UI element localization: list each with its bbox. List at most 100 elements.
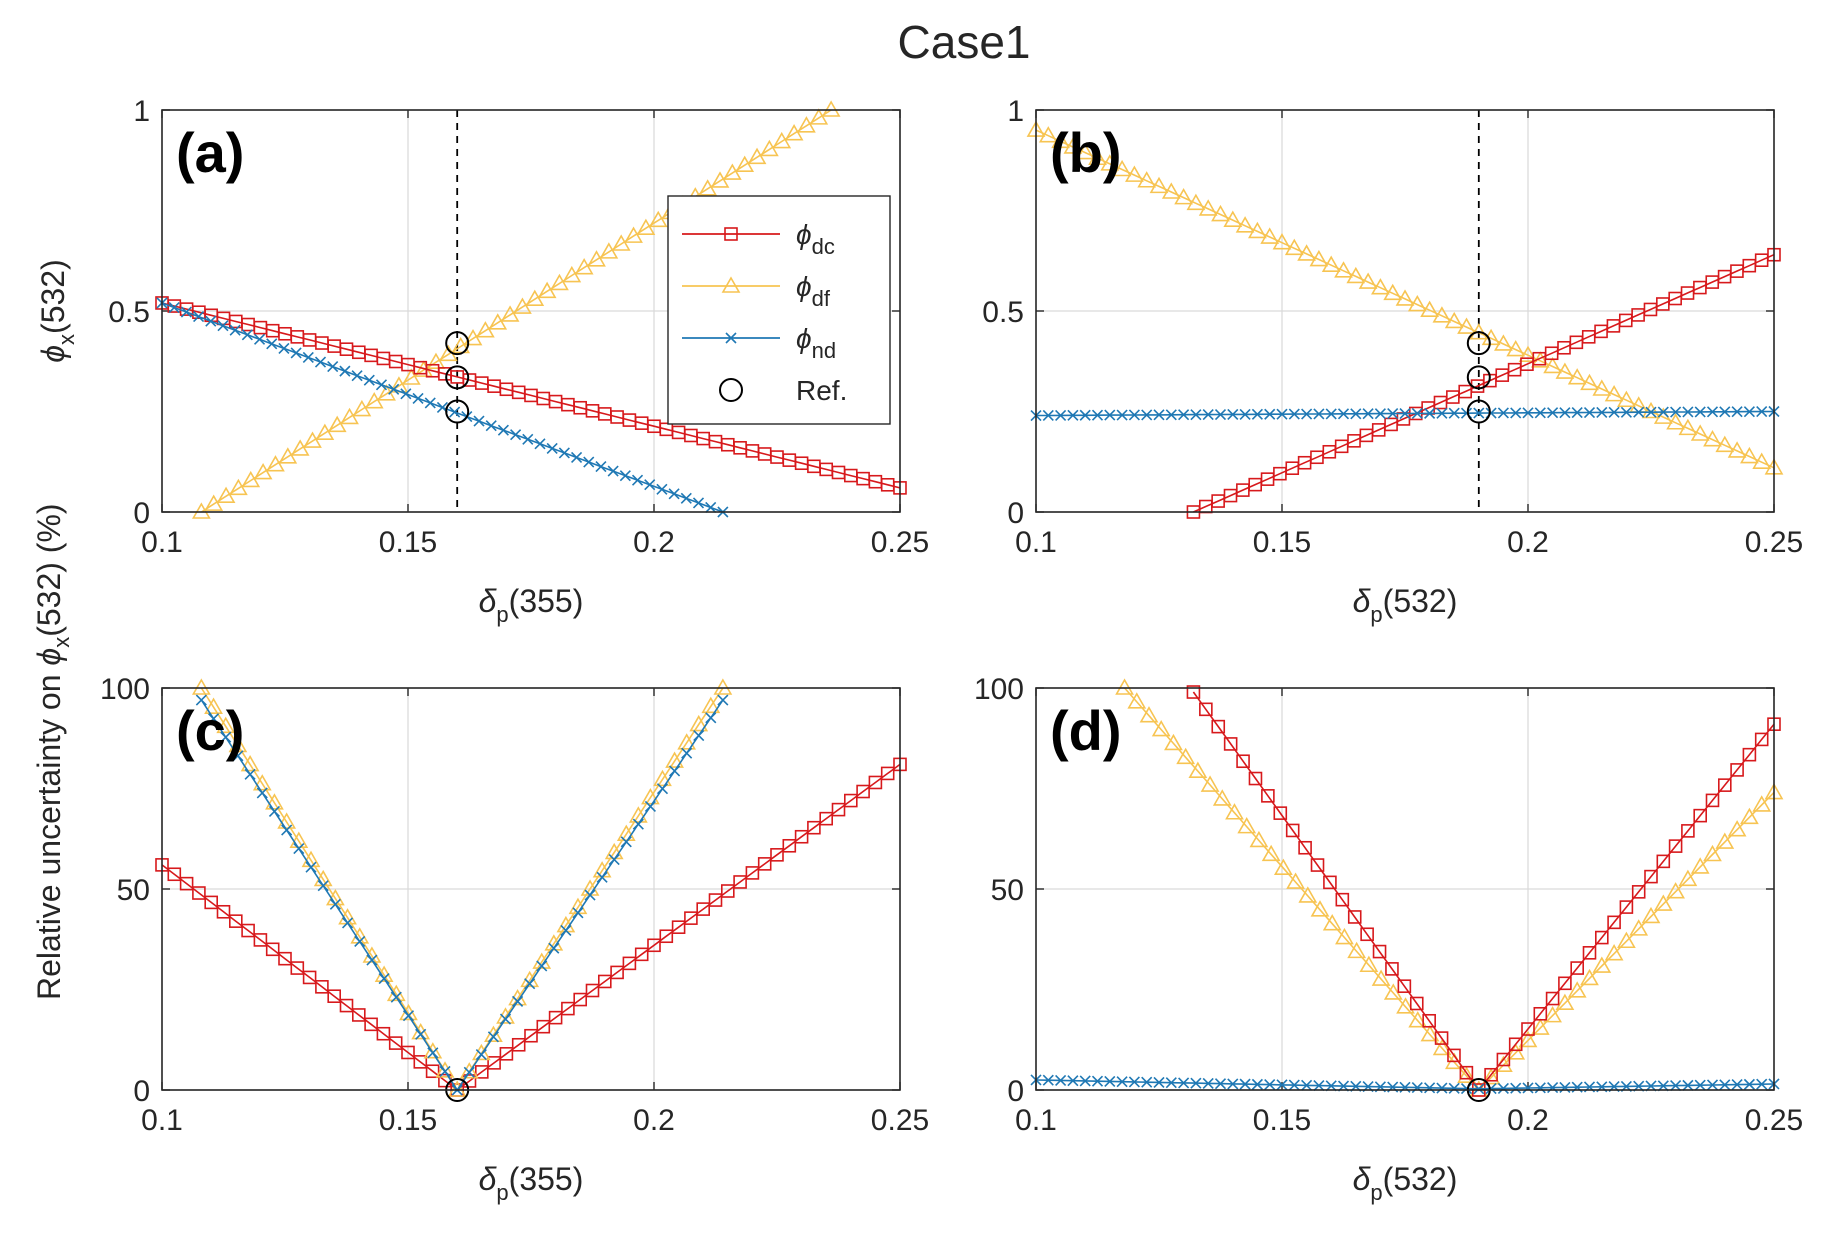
point-dc xyxy=(167,867,182,882)
point-nd xyxy=(1682,1079,1694,1091)
point-dc xyxy=(364,1017,378,1032)
point-dc xyxy=(684,911,698,925)
point-df xyxy=(537,281,557,299)
point-nd xyxy=(1116,409,1128,421)
point-dc xyxy=(278,951,292,966)
point-nd xyxy=(1719,1079,1731,1091)
point-nd xyxy=(1190,409,1202,421)
point-nd xyxy=(1178,1077,1190,1089)
point-dc xyxy=(413,1055,428,1069)
point-df xyxy=(475,321,495,338)
point-nd xyxy=(1042,1074,1054,1086)
point-nd xyxy=(522,433,534,445)
point-nd xyxy=(1706,1079,1719,1091)
legend-label-dc: ϕdc xyxy=(796,219,835,259)
y-tick-label: 0 xyxy=(133,497,150,530)
point-nd xyxy=(619,470,631,482)
point-nd xyxy=(266,338,278,350)
point-dc xyxy=(1718,778,1732,792)
legend-label-nd: ϕnd xyxy=(796,323,836,363)
point-df xyxy=(821,100,841,117)
point-df xyxy=(1346,266,1366,284)
point-df xyxy=(611,234,631,251)
y-tick-label: 50 xyxy=(117,874,150,907)
point-nd xyxy=(305,861,317,873)
point-nd xyxy=(1473,1083,1485,1095)
point-dc xyxy=(241,923,255,938)
point-nd xyxy=(412,392,424,404)
point-nd xyxy=(1534,407,1546,419)
shared-ylabel-sub: x xyxy=(49,637,74,648)
point-nd xyxy=(1547,1082,1559,1094)
point-nd xyxy=(1202,409,1214,421)
point-nd xyxy=(256,787,268,799)
point-df xyxy=(1432,1038,1452,1056)
point-nd xyxy=(1202,1077,1214,1089)
point-df xyxy=(1604,385,1624,402)
point-df xyxy=(1334,261,1353,278)
point-df xyxy=(701,696,721,714)
point-df xyxy=(1444,311,1464,329)
point-dc xyxy=(511,1037,526,1052)
point-dc xyxy=(856,784,870,799)
ref-point xyxy=(1466,331,1491,356)
x-tick-label: 0.2 xyxy=(633,526,675,559)
point-df xyxy=(1188,761,1208,778)
point-nd xyxy=(278,342,290,354)
point-nd xyxy=(1571,407,1583,419)
point-nd xyxy=(168,301,180,314)
point-dc xyxy=(1742,747,1757,762)
point-nd xyxy=(595,460,607,473)
point-df xyxy=(1543,356,1562,374)
point-dc xyxy=(794,829,809,844)
point-nd xyxy=(1165,409,1177,421)
point-nd xyxy=(1510,407,1522,419)
point-nd xyxy=(548,942,560,954)
point-nd xyxy=(463,1066,475,1078)
point-df xyxy=(278,447,298,464)
point-nd xyxy=(1116,1076,1128,1088)
point-df xyxy=(303,431,322,448)
point-df xyxy=(735,155,755,172)
point-nd xyxy=(1301,408,1313,420)
x-axis-label-suffix: (532) xyxy=(1383,1161,1458,1197)
point-nd xyxy=(1719,406,1731,418)
point-nd xyxy=(339,365,351,377)
point-nd xyxy=(705,501,717,514)
point-nd xyxy=(1079,409,1091,421)
legend-symbol: ϕ xyxy=(796,271,812,302)
point-df xyxy=(1408,1011,1428,1028)
legend-label-ref: Ref. xyxy=(796,375,847,406)
point-nd xyxy=(290,347,302,359)
point-dc xyxy=(561,1001,575,1016)
point-nd xyxy=(1362,408,1374,420)
point-dc xyxy=(1533,1006,1548,1021)
point-df xyxy=(1371,278,1390,295)
point-df xyxy=(628,806,648,823)
point-df xyxy=(1690,424,1710,441)
point-nd xyxy=(680,492,692,504)
point-dc xyxy=(1447,1048,1461,1063)
point-df xyxy=(1666,882,1685,899)
point-dc xyxy=(290,961,305,975)
point-dc xyxy=(1595,930,1609,945)
point-df xyxy=(1248,221,1267,239)
point-nd xyxy=(1227,1078,1239,1090)
point-nd xyxy=(1128,409,1140,421)
x-tick-label: 0.25 xyxy=(1745,526,1803,559)
point-dc xyxy=(1631,885,1646,899)
point-dc xyxy=(1248,771,1263,786)
panel-label: (b) xyxy=(1050,121,1122,184)
point-df xyxy=(1149,176,1169,194)
point-df xyxy=(1347,941,1367,959)
point-df xyxy=(1075,142,1095,160)
point-nd xyxy=(1350,408,1362,420)
point-dc xyxy=(1335,892,1350,907)
point-dc xyxy=(1310,858,1325,872)
point-nd xyxy=(1645,406,1657,418)
point-nd xyxy=(293,843,305,855)
series-nd xyxy=(156,297,729,518)
x-tick-label: 0.25 xyxy=(871,1104,929,1137)
ref-point xyxy=(445,331,470,356)
point-df xyxy=(710,171,730,188)
